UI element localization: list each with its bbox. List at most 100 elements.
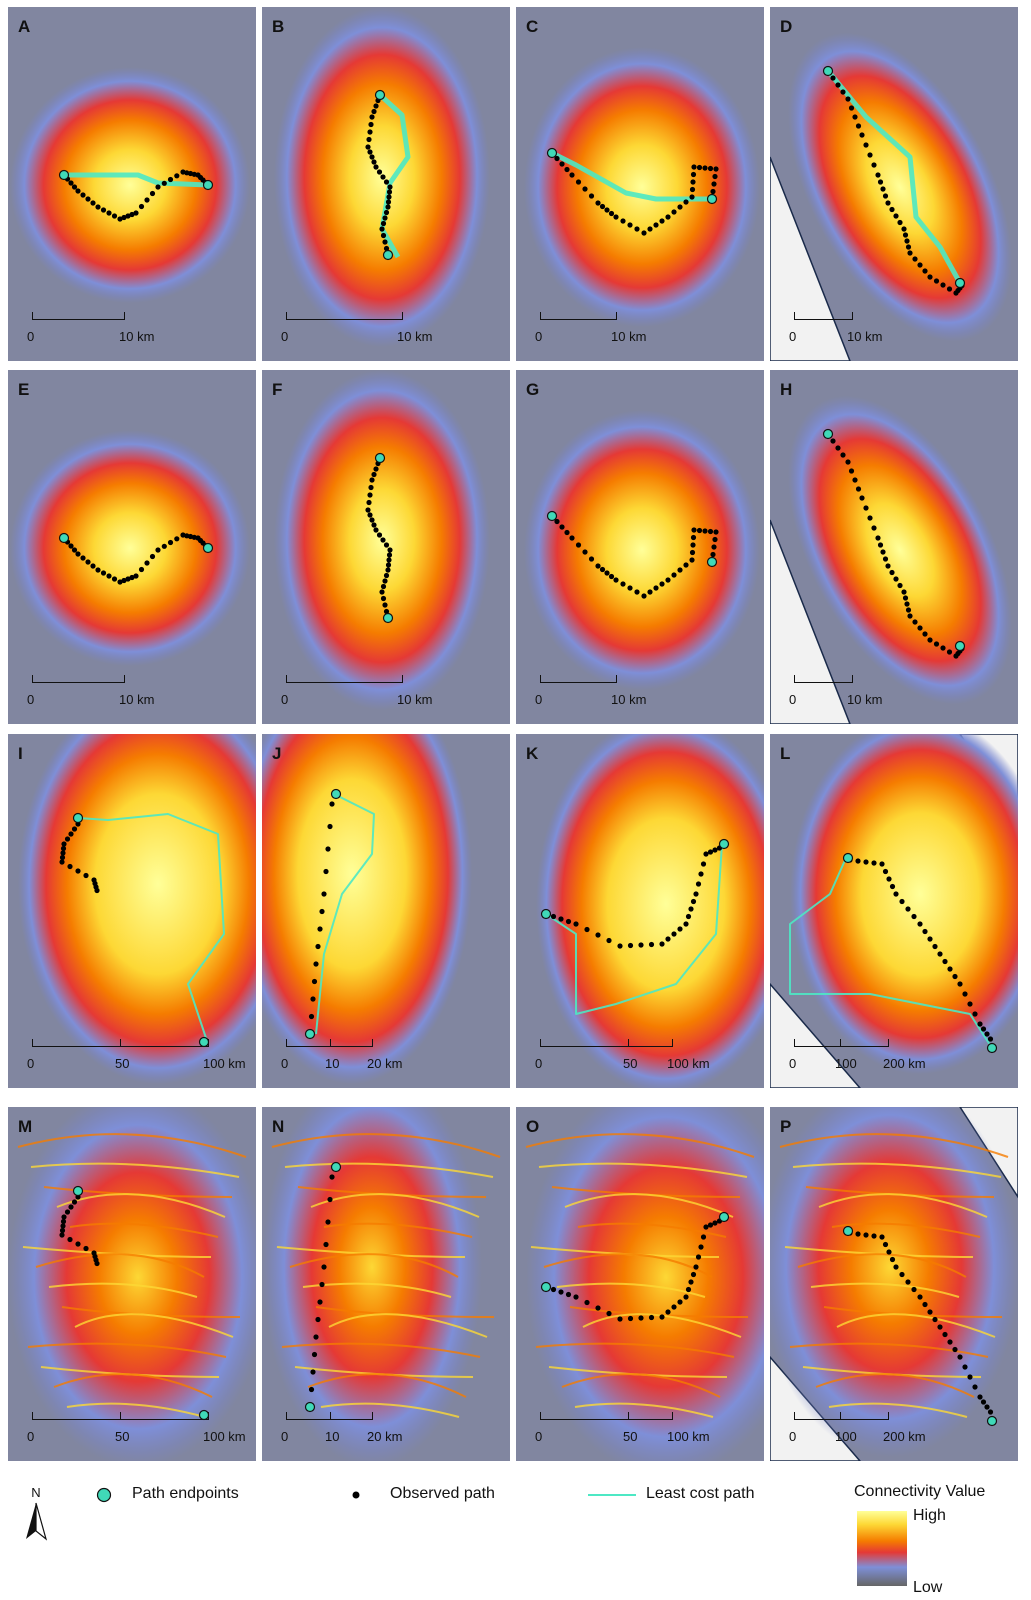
observed-path-point [691, 164, 697, 170]
observed-path-point [863, 1232, 869, 1238]
current-flow-streak [577, 1222, 727, 1238]
scale-bar: 0 10 km [516, 675, 764, 718]
scale-bar-line [794, 1046, 888, 1047]
observed-path-point [325, 1219, 331, 1225]
observed-path-point [665, 577, 671, 583]
endpoint-marker-icon [96, 1487, 112, 1503]
observed-path-point [987, 1409, 994, 1415]
observed-path-point [380, 174, 386, 180]
panel-e-map [8, 370, 256, 724]
path-endpoint [540, 1281, 552, 1293]
observed-path-point [683, 562, 689, 568]
observed-path-point [373, 527, 379, 533]
current-flow-streak [271, 1133, 501, 1158]
observed-path-point [106, 210, 112, 216]
scale-tick [372, 1039, 373, 1047]
scale-bar-line [286, 1046, 372, 1047]
observed-path-point [893, 576, 899, 582]
path-endpoint [718, 1211, 730, 1223]
scale-tick-label: 10 km [397, 692, 433, 707]
outside-study-area [770, 156, 851, 361]
observed-path-point [880, 186, 886, 192]
observed-path-point [882, 868, 889, 875]
observed-path-point [161, 543, 167, 549]
observed-path-point [922, 631, 928, 637]
observed-path-point [653, 222, 659, 228]
path-endpoint [546, 510, 558, 522]
scale-tick [852, 312, 853, 320]
observed-path-point [885, 200, 891, 206]
scale-tick [672, 1039, 673, 1047]
observed-path-point [67, 1236, 73, 1243]
observed-path-point [313, 961, 319, 967]
observed-path-point [685, 913, 692, 920]
observed-path-point [68, 543, 74, 549]
panel-label: M [18, 1117, 33, 1136]
scale-tick-label: 100 km [203, 1056, 246, 1071]
scale-tick-label: 0 [535, 329, 543, 344]
observed-path-point [933, 641, 940, 647]
observed-path-point [317, 1299, 323, 1305]
scale-tick [794, 1412, 795, 1420]
scale-tick-label: 10 km [611, 329, 647, 344]
observed-path-point [867, 152, 873, 158]
map-panel-h: H 0 10 km [770, 370, 1018, 724]
observed-path-point [595, 563, 601, 569]
scale-tick-label: 0 [789, 1056, 797, 1071]
observed-path-point [889, 883, 896, 890]
panel-n-map [262, 1107, 510, 1461]
observed-path-point [588, 556, 595, 562]
observed-path-point [901, 226, 907, 232]
observed-path-point [367, 512, 373, 518]
observed-path-point [937, 1324, 943, 1330]
scale-tick [120, 1412, 121, 1420]
current-flow-streak [574, 1402, 714, 1418]
observed-path-point [554, 155, 560, 162]
scale-tick-label: 0 [789, 692, 797, 707]
observed-path-point [59, 1227, 66, 1234]
observed-path-point [984, 1031, 990, 1037]
observed-path-point [638, 942, 644, 948]
path-endpoint [304, 1401, 316, 1413]
scale-tick-label: 10 [325, 1056, 340, 1071]
observed-path-point [68, 180, 74, 186]
current-flow-streak [323, 1222, 473, 1238]
scale-bar-line [32, 682, 124, 683]
observed-path-point [111, 213, 118, 219]
observed-path-point [912, 256, 918, 262]
observed-path-point [712, 173, 718, 180]
scale-bar-line [540, 682, 616, 683]
observed-path-point [373, 103, 379, 109]
observed-path-point [904, 238, 910, 244]
observed-path-point [564, 166, 570, 173]
observed-path-point [620, 581, 626, 587]
current-flow-streak [320, 1402, 460, 1418]
observed-path-point [161, 180, 167, 186]
panel-d-map [770, 7, 1018, 361]
observed-path-point [559, 524, 565, 530]
observed-path-point [917, 1294, 923, 1300]
observed-path-point [677, 1299, 683, 1305]
panel-j-map [262, 734, 510, 1088]
observed-path-point [962, 1364, 968, 1370]
observed-path-point [899, 1271, 905, 1278]
current-flow-streak [525, 1133, 755, 1158]
observed-path-point [830, 438, 836, 444]
scale-tick [286, 1039, 287, 1047]
observed-path-point [380, 583, 387, 590]
scale-bar-line [540, 1046, 672, 1047]
observed-path-point [665, 214, 671, 220]
observed-path-point [321, 1264, 327, 1270]
observed-path-point [899, 898, 905, 905]
observed-path-point [897, 582, 903, 589]
observed-path-point [75, 1241, 81, 1247]
path-endpoint [374, 452, 386, 464]
scale-tick-label: 0 [281, 692, 289, 707]
panel-c-map [516, 7, 764, 361]
observed-path-point [691, 527, 697, 533]
current-flow-streak [284, 1162, 494, 1178]
observed-path-point [554, 518, 560, 525]
observed-path-point [696, 164, 703, 171]
least-cost-path [545, 843, 723, 1015]
observed-path-point [980, 1026, 987, 1032]
